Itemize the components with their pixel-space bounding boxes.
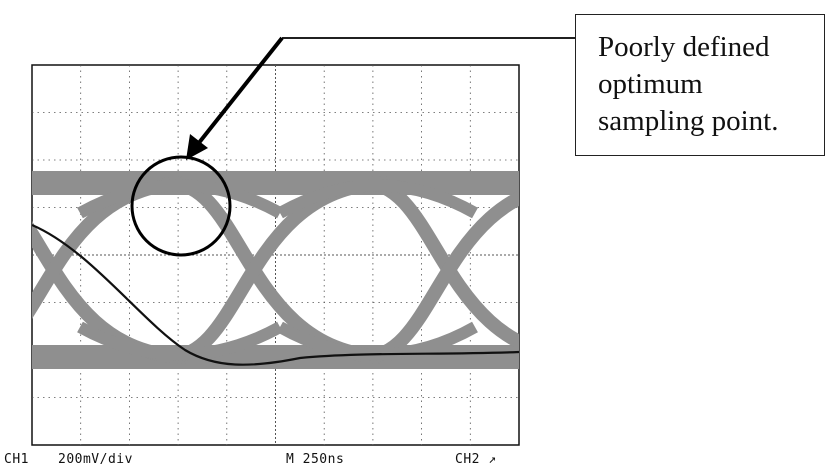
- single-signal-trace: [31, 223, 520, 366]
- arrow-head-icon: [186, 134, 208, 160]
- callout-text: Poorly defined optimum sampling point.: [598, 29, 823, 140]
- sampling-point-circle: [130, 155, 232, 257]
- callout-line-1: Poorly defined: [598, 31, 770, 63]
- eye-upper-arc: [277, 179, 478, 219]
- voltage-scale: 200mV/div: [58, 452, 133, 467]
- callout-arrow-shaft: [196, 36, 284, 146]
- trigger-label: CH2 ↗: [455, 452, 497, 467]
- channel-label: CH1: [4, 452, 29, 467]
- callout-line-2: optimum: [598, 68, 703, 100]
- eye-upper-arc: [77, 179, 283, 219]
- eye-lower-arc: [77, 321, 283, 361]
- eye-diagram-traces: [32, 171, 519, 369]
- callout-box: Poorly defined optimum sampling point.: [575, 14, 825, 156]
- callout-line-3: sampling point.: [598, 105, 779, 137]
- timebase-label: M 250ns: [286, 452, 345, 467]
